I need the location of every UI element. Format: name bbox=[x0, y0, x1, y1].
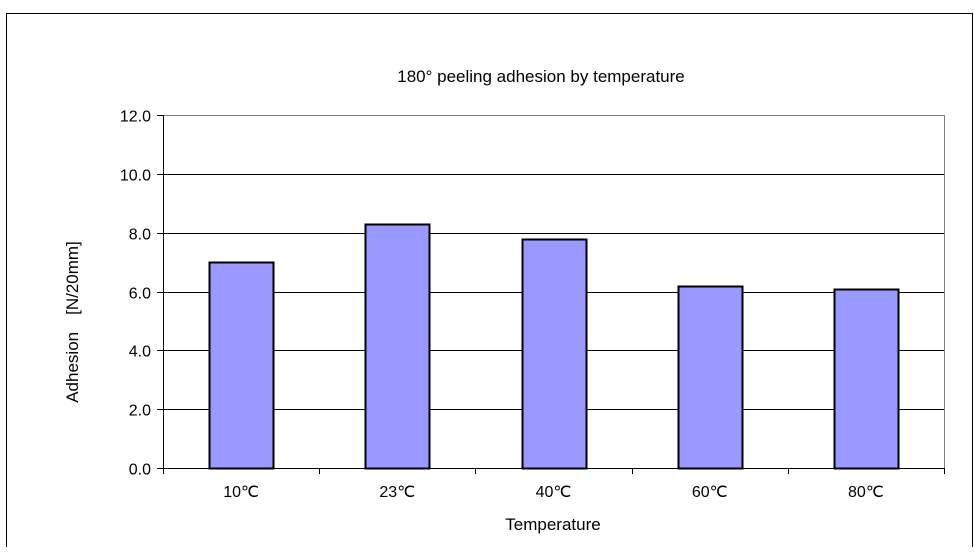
x-tick-label: 60℃ bbox=[692, 484, 728, 501]
y-tick-label: 8.0 bbox=[129, 227, 151, 244]
x-axis-title: Temperature bbox=[505, 515, 600, 534]
y-tick-labels: 0.0 2.0 4.0 6.0 8.0 10.0 12.0 bbox=[120, 109, 151, 479]
x-tick-label: 80℃ bbox=[848, 484, 884, 501]
bar-2 bbox=[521, 238, 588, 470]
y-tick-label: 12.0 bbox=[120, 109, 151, 126]
y-tick-label: 0.0 bbox=[129, 462, 151, 479]
x-tick-labels: 10℃ 23℃ 40℃ 60℃ 80℃ bbox=[223, 484, 884, 501]
axes bbox=[157, 115, 945, 474]
bar-4 bbox=[833, 288, 900, 470]
y-tick-label: 4.0 bbox=[129, 344, 151, 361]
y-tick-label: 6.0 bbox=[129, 286, 151, 303]
bar-3 bbox=[677, 285, 744, 470]
chart-area-border bbox=[6, 13, 973, 552]
x-tick-label: 10℃ bbox=[223, 484, 259, 501]
y-tick-label: 2.0 bbox=[129, 403, 151, 420]
x-tick-label: 40℃ bbox=[536, 484, 572, 501]
bar-1 bbox=[364, 223, 431, 470]
y-tick-label: 10.0 bbox=[120, 168, 151, 185]
bars bbox=[208, 223, 900, 470]
y-axis-title: Adhesion [N/20mm] bbox=[63, 241, 82, 403]
x-tick-label: 23℃ bbox=[379, 484, 415, 501]
bar-0 bbox=[208, 261, 275, 470]
chart-title: 180° peeling adhesion by temperature bbox=[397, 67, 685, 86]
